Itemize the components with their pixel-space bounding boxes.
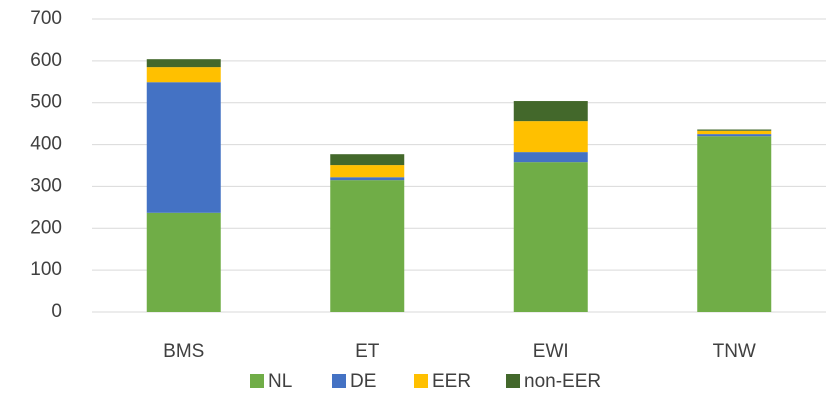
bar-segment <box>697 134 772 137</box>
x-tick-label: BMS <box>163 341 204 362</box>
bar-segment <box>146 59 221 68</box>
legend-label: NL <box>268 371 292 392</box>
legend-label: non-EER <box>524 371 601 392</box>
x-tick-label: ET <box>355 341 380 362</box>
bar-segment <box>697 136 772 312</box>
legend-swatch <box>414 374 428 388</box>
bar-segment <box>513 101 588 122</box>
bar-segment <box>513 121 588 153</box>
x-tick-label: TNW <box>713 341 756 362</box>
legend-swatch <box>250 374 264 388</box>
y-tick-label: 300 <box>30 175 62 196</box>
bar-segment <box>697 129 772 131</box>
bar-segment <box>513 152 588 163</box>
bar-segment <box>697 130 772 135</box>
legend-swatch <box>332 374 346 388</box>
bar-segment <box>146 67 221 83</box>
bar-segment <box>513 162 588 312</box>
y-tick-label: 100 <box>30 259 62 280</box>
bar-segment <box>146 82 221 213</box>
legend-swatch <box>506 374 520 388</box>
bar-segment <box>330 180 405 312</box>
x-tick-label: EWI <box>533 341 569 362</box>
bar-segment <box>330 154 405 166</box>
bar-segment <box>330 177 405 181</box>
y-tick-label: 0 <box>51 301 62 322</box>
y-tick-label: 700 <box>30 8 62 29</box>
legend-label: DE <box>350 371 376 392</box>
bar-segment <box>330 165 405 178</box>
legend-label: EER <box>432 371 471 392</box>
y-tick-label: 600 <box>30 50 62 71</box>
y-tick-label: 500 <box>30 92 62 113</box>
y-tick-label: 200 <box>30 217 62 238</box>
y-tick-label: 400 <box>30 134 62 155</box>
bar-segment <box>146 212 221 312</box>
